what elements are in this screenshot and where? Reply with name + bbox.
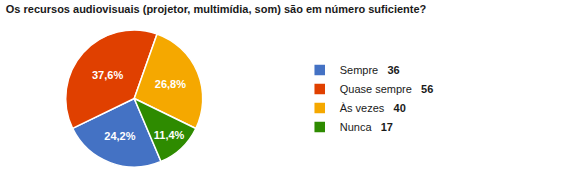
svg-text:Às vezes 40: Às vezes 40 xyxy=(340,102,406,114)
svg-text:Quase sempre 56: Quase sempre 56 xyxy=(340,83,434,95)
svg-text:37,6%: 37,6% xyxy=(92,69,123,81)
svg-text:Nunca 17: Nunca 17 xyxy=(340,121,393,133)
svg-text:26,8%: 26,8% xyxy=(155,78,186,90)
svg-text:Sempre 36: Sempre 36 xyxy=(340,64,400,76)
svg-text:11,4%: 11,4% xyxy=(154,129,185,141)
svg-text:Os recursos audiovisuais (proj: Os recursos audiovisuais (projetor, mult… xyxy=(6,3,427,15)
svg-text:24,2%: 24,2% xyxy=(104,130,135,142)
